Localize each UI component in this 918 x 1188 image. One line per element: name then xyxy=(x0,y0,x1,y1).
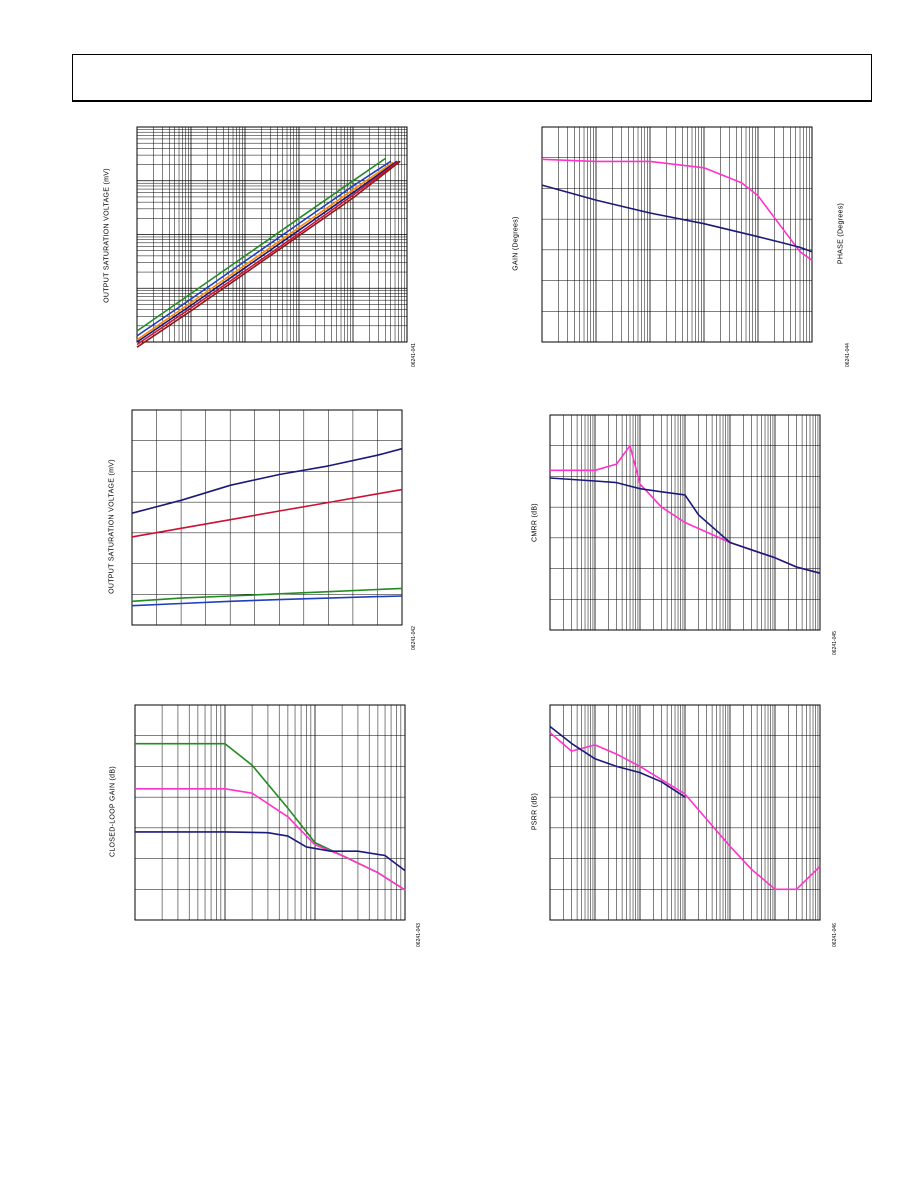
figure-1-series-line xyxy=(136,157,386,332)
figure-6-series-line xyxy=(549,731,821,891)
figure-3-series-line xyxy=(135,788,406,891)
figure-6-frame xyxy=(549,704,821,921)
figure-4-plot xyxy=(541,126,813,343)
figure-4-ylabel-right: PHASE (Degrees) xyxy=(837,202,845,265)
figure-6-grid xyxy=(549,704,820,921)
figure-1-series-line xyxy=(136,161,394,341)
figure-6 xyxy=(549,704,821,921)
figure-2-number: 06241-042 xyxy=(411,626,417,650)
page-header-box xyxy=(72,54,872,102)
figure-1 xyxy=(136,126,408,348)
figure-1-series-line xyxy=(136,160,392,337)
figure-1-series-line xyxy=(136,160,400,346)
figure-2-grid xyxy=(131,409,403,626)
figure-2-plot xyxy=(131,409,403,626)
figure-2-series-line xyxy=(131,587,403,603)
figure-3-ylabel: CLOSED-LOOP GAIN (dB) xyxy=(109,766,117,857)
figure-4-series-line xyxy=(541,158,813,261)
figure-6-plot xyxy=(549,704,821,921)
figure-5 xyxy=(549,414,821,631)
figure-1-series-line xyxy=(136,160,401,348)
figure-5-frame xyxy=(549,414,821,631)
figure-2-frame xyxy=(131,409,403,626)
figure-6-series-line xyxy=(549,725,686,798)
figure-3-number: 06241-043 xyxy=(416,923,422,947)
figure-5-plot xyxy=(549,414,821,631)
figure-1-plot xyxy=(136,126,408,348)
figure-3-series-line xyxy=(135,831,406,872)
figure-1-grid xyxy=(136,127,407,343)
figure-2-series-line xyxy=(131,447,403,514)
figure-1-series-line xyxy=(136,160,398,343)
figure-5-number: 06241-045 xyxy=(832,631,838,655)
figure-2-series-line xyxy=(131,488,403,538)
figure-2 xyxy=(131,409,403,626)
figure-3-grid xyxy=(134,704,405,921)
figure-6-number: 06241-046 xyxy=(832,923,838,947)
figure-2-series-line xyxy=(131,595,403,607)
figure-4-number: 06241-044 xyxy=(845,343,851,367)
figure-6-ylabel: PSRR (dB) xyxy=(531,792,539,831)
figure-1-frame xyxy=(136,126,408,343)
figure-4 xyxy=(541,126,813,343)
figure-4-grid xyxy=(541,126,812,343)
figure-1-ylabel: OUTPUT SATURATION VOLTAGE (mV) xyxy=(103,168,111,303)
figure-3-plot xyxy=(134,704,406,921)
figure-4-frame xyxy=(541,126,813,343)
figure-3 xyxy=(134,704,406,921)
figure-3-frame xyxy=(134,704,406,921)
figure-4-series-line xyxy=(541,184,813,253)
figure-5-ylabel: CMRR (dB) xyxy=(531,503,539,542)
figure-5-series-line xyxy=(549,477,821,574)
figure-1-number: 06241-041 xyxy=(411,343,417,367)
figure-3-series-line xyxy=(135,742,406,891)
figure-4-ylabel: GAIN (Degrees) xyxy=(512,216,520,271)
figure-2-ylabel: OUTPUT SATURATION VOLTAGE (mV) xyxy=(108,459,116,594)
